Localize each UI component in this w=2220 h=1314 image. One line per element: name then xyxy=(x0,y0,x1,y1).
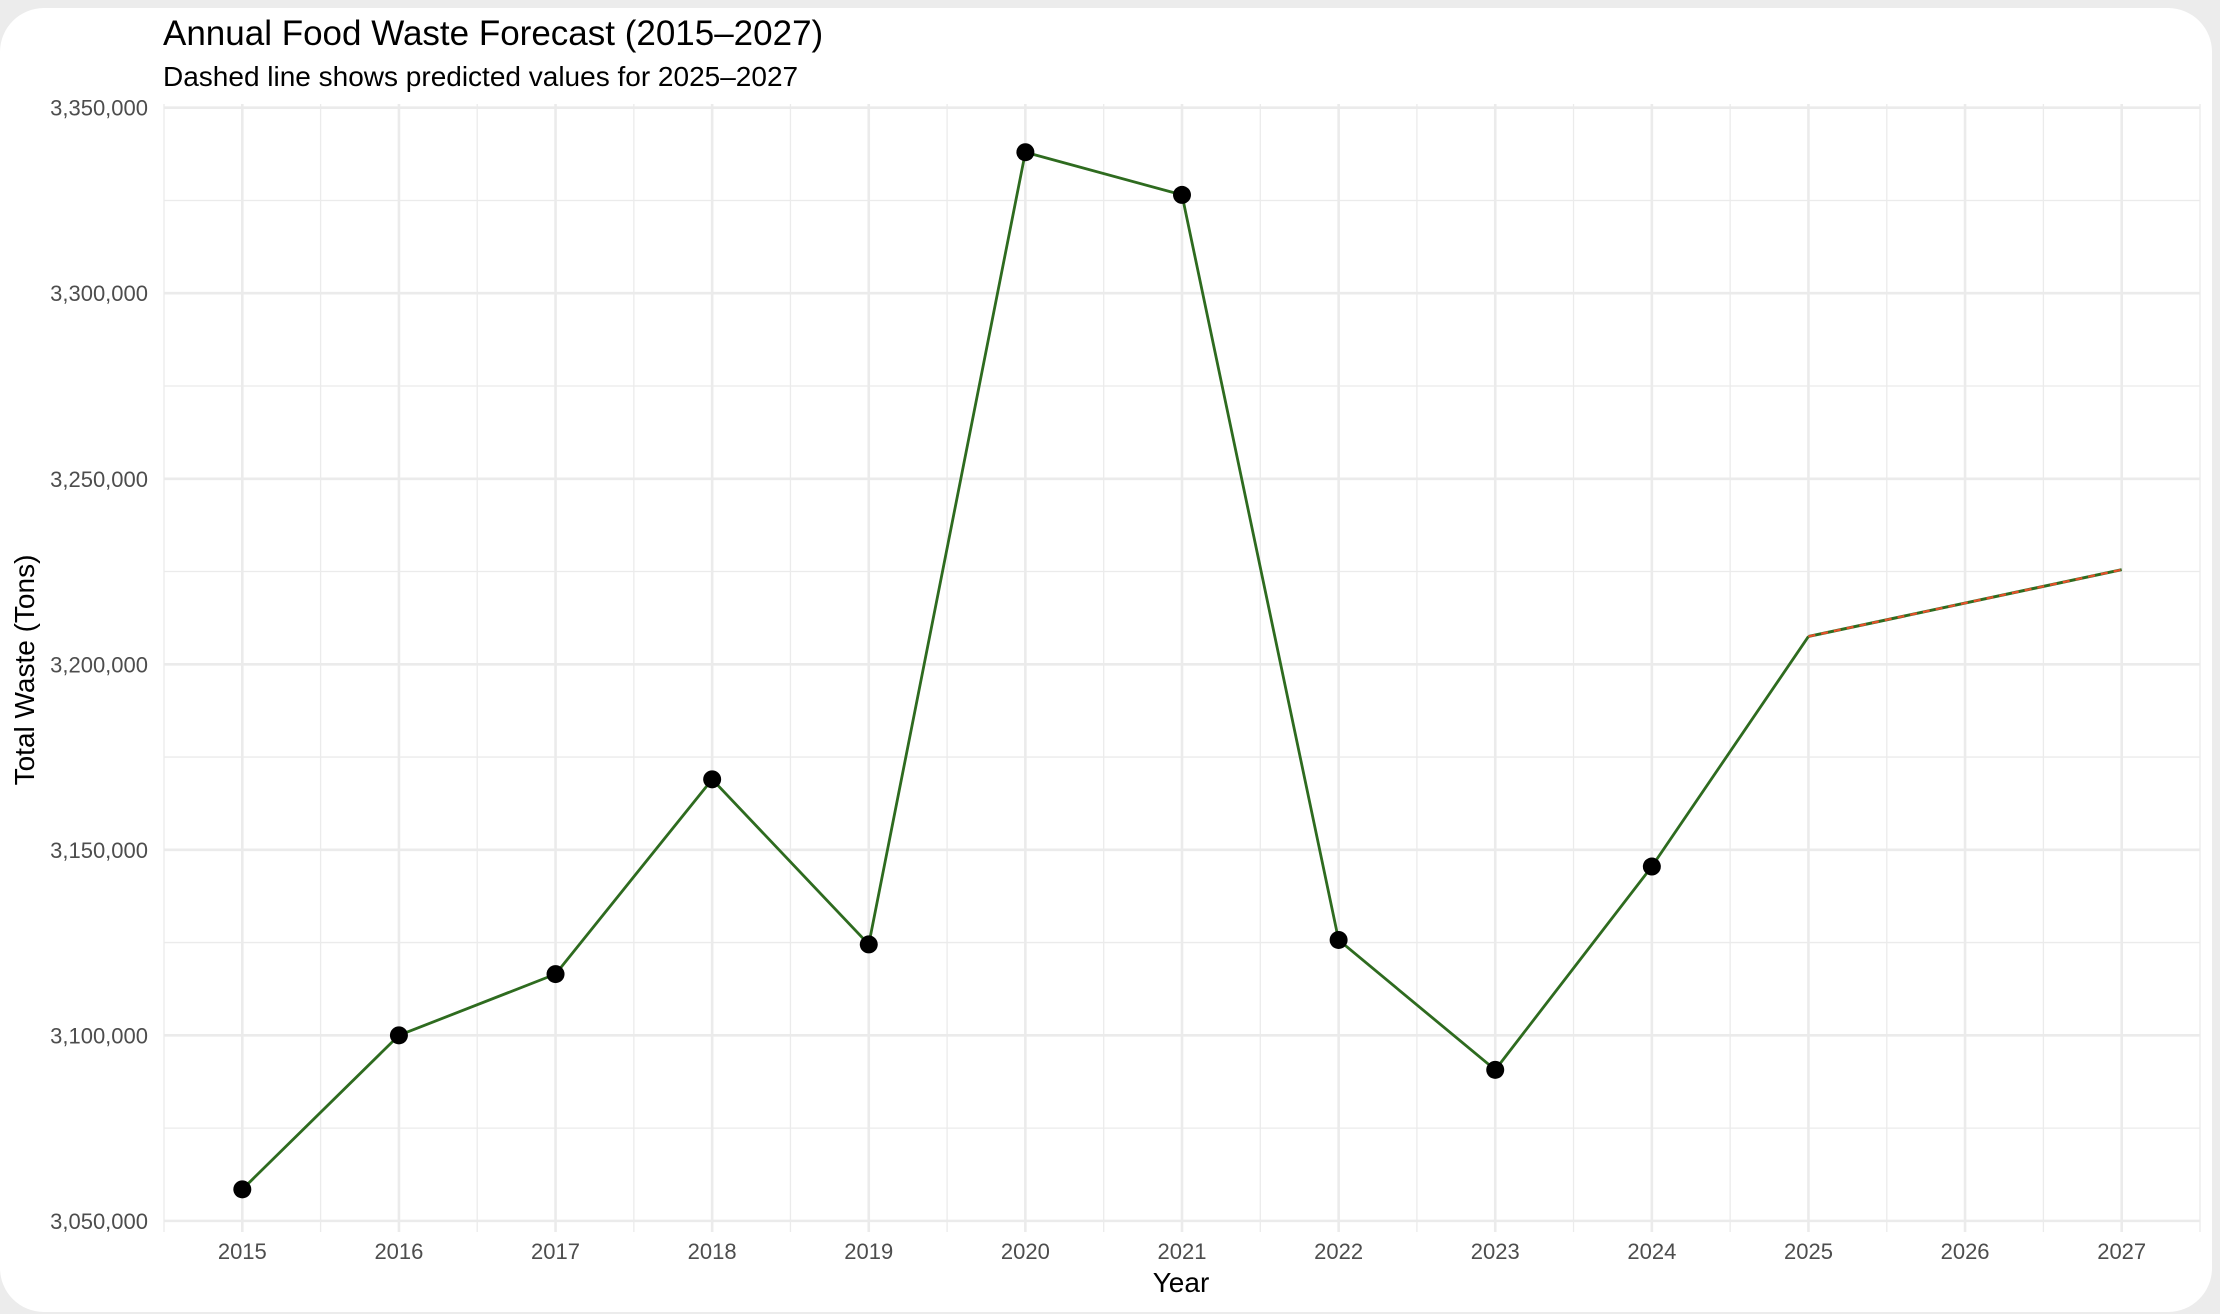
y-tick-labels: 3,050,000 3,100,000 3,150,000 3,200,000 3,25… xyxy=(50,96,148,1234)
data-point xyxy=(703,770,722,789)
x-tick-label: 2023 xyxy=(1471,1239,1520,1264)
chart-card xyxy=(0,8,2212,1312)
data-point xyxy=(546,965,565,984)
y-tick-label: 3,300,000 xyxy=(50,281,148,306)
x-tick-label: 2015 xyxy=(218,1239,267,1264)
data-point xyxy=(1329,930,1348,949)
data-point xyxy=(233,1180,252,1199)
data-points xyxy=(233,143,1661,1199)
x-tick-labels: 2015 2016 2017 2018 2019 2020 2021 2022 2023 2024… xyxy=(218,1239,2146,1264)
x-tick-label: 2021 xyxy=(1158,1239,1207,1264)
grid-lines xyxy=(163,104,2201,1232)
data-point xyxy=(1173,185,1191,204)
x-tick-label: 2017 xyxy=(531,1239,580,1264)
data-point xyxy=(389,1026,408,1045)
forecast-dash-overlay xyxy=(1808,568,2122,638)
x-tick-label: 2019 xyxy=(844,1239,893,1264)
data-point xyxy=(1642,857,1661,876)
data-point xyxy=(859,935,878,954)
x-tick-label: 2027 xyxy=(2097,1239,2146,1264)
x-tick-label: 2020 xyxy=(1001,1239,1050,1264)
y-tick-label: 3,100,000 xyxy=(50,1023,148,1048)
x-tick-label: 2022 xyxy=(1314,1239,1363,1264)
chart-title: Annual Food Waste Forecast (2015–2027) xyxy=(163,14,824,53)
chart-subtitle: Dashed line shows predicted values for 2… xyxy=(163,61,799,92)
data-point xyxy=(1486,1060,1505,1079)
y-axis-title: Total Waste (Tons) xyxy=(9,555,40,786)
x-tick-label: 2026 xyxy=(1941,1239,1990,1264)
y-tick-label: 3,250,000 xyxy=(50,467,148,492)
x-axis-title: Year xyxy=(1153,1267,1210,1298)
x-tick-label: 2024 xyxy=(1627,1239,1676,1264)
data-point xyxy=(1016,143,1035,162)
x-tick-label: 2016 xyxy=(374,1239,423,1264)
y-tick-label: 3,200,000 xyxy=(50,652,148,677)
x-tick-label: 2025 xyxy=(1784,1239,1833,1264)
x-tick-label: 2018 xyxy=(688,1239,737,1264)
y-tick-label: 3,050,000 xyxy=(50,1209,148,1234)
y-tick-label: 3,150,000 xyxy=(50,838,148,863)
y-tick-label: 3,350,000 xyxy=(50,96,148,121)
